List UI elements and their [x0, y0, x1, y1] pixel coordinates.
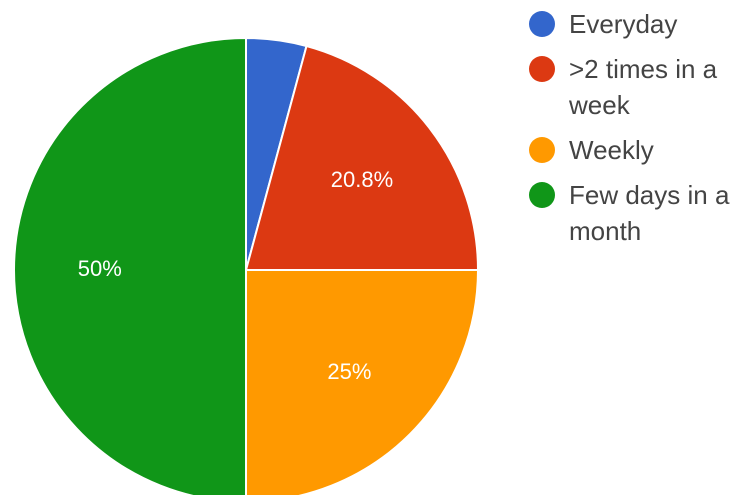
legend-item-weekly: Weekly [527, 132, 745, 168]
pie-slice-labels: 20.8% 25% 50% [78, 167, 393, 384]
legend-swatch-weekly [529, 137, 555, 163]
legend-swatch-few-days-in-a-month [529, 182, 555, 208]
legend-item-more-than-2-times-a-week: >2 times in a week [527, 51, 745, 123]
pie-slice-more-than-2-times-in-a-week [244, 44, 480, 271]
pie-slices [13, 36, 480, 500]
legend-label: Weekly [569, 135, 654, 165]
legend-swatch-everyday [529, 11, 555, 37]
slice-label-weekly: 25% [327, 359, 371, 384]
legend: Everyday >2 times in a week Weekly Few d… [527, 6, 745, 258]
slice-label-more-than-2-times-in-a-week: 20.8% [331, 167, 393, 192]
legend-label: Few days in a month [569, 180, 730, 246]
legend-label: Everyday [569, 9, 678, 39]
legend-item-few-days-in-a-month: Few days in a month [527, 177, 745, 249]
legend-label: >2 times in a week [569, 54, 718, 120]
legend-swatch-more-than-2-times-a-week [529, 56, 555, 82]
slice-label-few-days-in-a-month: 50% [78, 256, 122, 281]
legend-item-everyday: Everyday [527, 6, 745, 42]
pie-slice-few-days-in-a-month [13, 36, 247, 500]
